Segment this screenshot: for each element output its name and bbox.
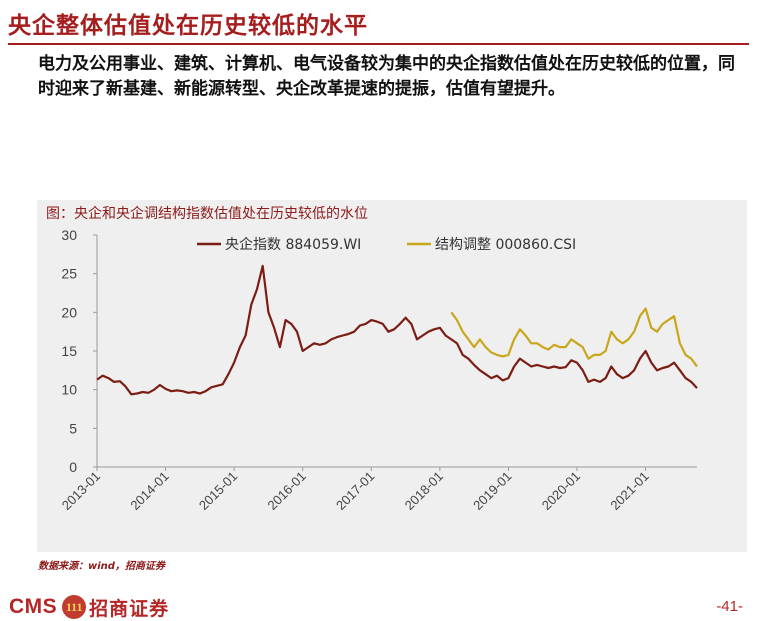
brand-latin: CMS: [9, 595, 58, 618]
x-tick-label: 2017-01: [333, 469, 377, 513]
line-chart: 图：央企和央企调结构指数估值处在历史较低的水位 0 5 10 15 20 25 30 2013-…: [46, 205, 698, 513]
x-tick-label: 2016-01: [264, 469, 308, 513]
y-tick-label: 15: [61, 343, 77, 359]
series-line-2: [450, 307, 698, 368]
slide-body-text: 电力及公用事业、建筑、计算机、电气设备较为集中的央企指数估值处在历史较低的位置，…: [38, 54, 735, 99]
series-line-1: [96, 264, 698, 396]
x-tick-label: 2013-01: [59, 469, 103, 513]
page-number: -41-: [716, 598, 743, 615]
brand-chinese-name: 招商证券: [89, 597, 170, 620]
legend-label-2: 结构调整 000860.CSI: [435, 237, 576, 253]
y-tick-label: 10: [61, 382, 77, 398]
title-divider: [8, 43, 749, 45]
chart-title: 图：央企和央企调结构指数估值处在历史较低的水位: [46, 205, 368, 222]
y-tick-label: 0: [69, 459, 77, 475]
legend-label-1: 央企指数 884059.WI: [225, 236, 361, 253]
chart-panel: 图：央企和央企调结构指数估值处在历史较低的水位 0 5 10 15 20 25 30 2013-…: [37, 200, 747, 552]
brand-emblem-icon: 111: [62, 595, 87, 619]
y-tick-label: 25: [61, 266, 77, 282]
brand-logo: CMS 111 招商证券: [9, 594, 169, 620]
y-tick-label: 5: [69, 420, 77, 436]
x-tick-label: 2021-01: [607, 469, 651, 513]
brand-emblem-text: 111: [65, 599, 83, 614]
y-tick-label: 30: [61, 227, 77, 243]
x-tick-label: 2015-01: [196, 469, 240, 513]
x-tick-label: 2014-01: [127, 469, 171, 513]
slide-title: 央企整体估值处在历史较低的水平: [8, 13, 368, 39]
data-source-note: 数据来源：wind，招商证券: [38, 561, 165, 572]
x-tick-label: 2018-01: [402, 469, 446, 513]
y-tick-label: 20: [61, 304, 77, 320]
x-tick-label: 2020-01: [539, 469, 583, 513]
x-tick-label: 2019-01: [470, 469, 514, 513]
